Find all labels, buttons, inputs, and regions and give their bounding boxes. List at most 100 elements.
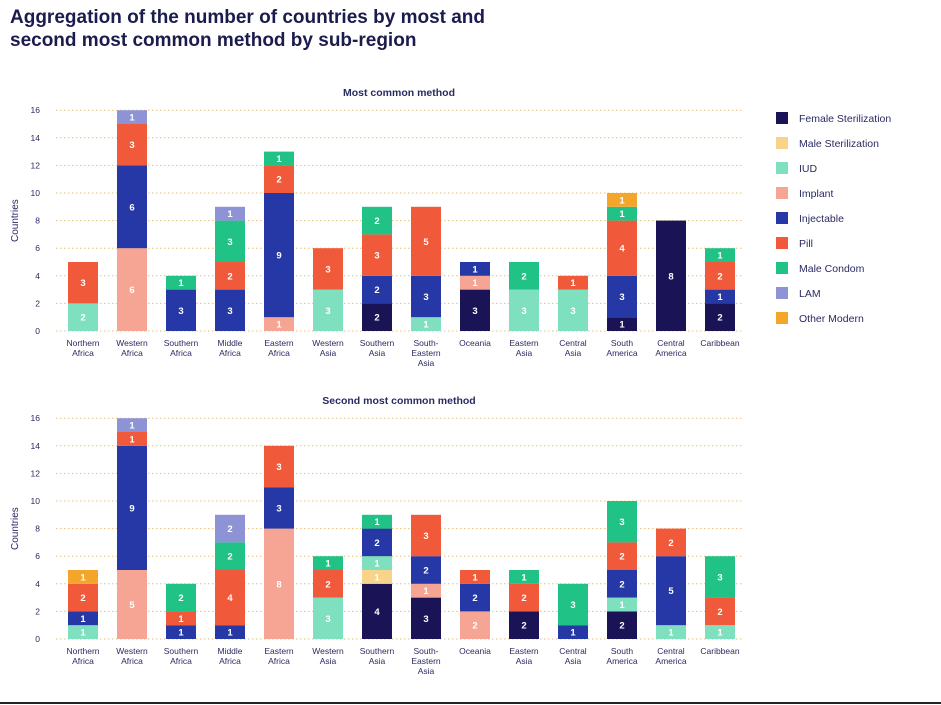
y-tick-label: 8 <box>35 216 40 226</box>
bar-segment <box>117 445 147 570</box>
bar-segment <box>558 289 588 331</box>
category-label: Western Asia <box>312 646 344 666</box>
bar-segment <box>411 597 441 639</box>
data-label: 1 <box>80 628 86 639</box>
bar-segment <box>411 317 441 331</box>
category-label: Oceania <box>459 646 491 656</box>
bar-segment <box>313 570 343 598</box>
bar-segment <box>264 151 294 166</box>
data-label: 1 <box>227 628 233 639</box>
bar-segment <box>68 625 98 639</box>
category-label: South America <box>606 338 637 358</box>
y-tick-label: 6 <box>35 243 40 253</box>
category-label: Northern Africa <box>66 338 99 358</box>
data-label: 1 <box>619 209 625 220</box>
bar-segment <box>362 234 392 276</box>
category-label: Caribbean <box>700 338 739 348</box>
y-tick-label: 14 <box>31 441 41 451</box>
data-label: 1 <box>276 154 282 165</box>
data-label: 3 <box>374 251 379 262</box>
category-label: Eastern Africa <box>264 338 294 358</box>
bar-segment <box>656 625 686 639</box>
data-label: 3 <box>276 503 281 514</box>
bar-segment <box>362 570 392 584</box>
bar-segment <box>607 597 637 612</box>
data-label: 2 <box>472 621 477 632</box>
y-tick-label: 4 <box>35 271 40 281</box>
bar-segment <box>166 275 196 290</box>
bar-segment <box>509 262 539 290</box>
legend-label: Other Modern <box>799 313 864 325</box>
bar-segment <box>705 262 735 290</box>
bar-segment <box>264 487 294 529</box>
page-title-line2: second most common method by sub-region <box>10 30 417 51</box>
data-label: 3 <box>80 278 85 289</box>
bar-segment <box>117 165 147 249</box>
bar-segment <box>460 583 490 612</box>
y-tick-label: 10 <box>31 496 41 506</box>
category-label: South-Eastern Asia <box>411 646 441 676</box>
data-label: 5 <box>668 586 674 597</box>
data-label: 6 <box>129 285 134 296</box>
bar-segment <box>460 611 490 639</box>
data-label: 1 <box>668 628 674 639</box>
data-label: 2 <box>717 271 722 282</box>
data-label: 2 <box>227 552 232 563</box>
category-label: Central Asia <box>559 338 587 358</box>
bar-segment <box>656 528 686 557</box>
bar-segment <box>509 570 539 584</box>
data-label: 3 <box>570 600 575 611</box>
legend-swatch <box>776 312 788 324</box>
category-label: Eastern Africa <box>264 646 294 666</box>
data-label: 2 <box>374 538 379 549</box>
data-label: 2 <box>521 593 526 604</box>
legend-swatch <box>776 237 788 249</box>
data-label: 3 <box>129 140 134 151</box>
bar-segment <box>607 220 637 276</box>
data-label: 5 <box>129 600 135 611</box>
bar-segment <box>558 625 588 639</box>
data-label: 3 <box>325 614 330 625</box>
data-label: 2 <box>80 593 85 604</box>
legend-label: Male Sterilization <box>799 138 879 150</box>
legend-label: Female Sterilization <box>799 113 891 125</box>
data-label: 2 <box>374 216 379 227</box>
legend-label: IUD <box>799 163 818 175</box>
category-label: Western Africa <box>116 646 148 666</box>
data-label: 2 <box>717 607 722 618</box>
data-label: 3 <box>619 517 624 528</box>
bar-segment <box>117 432 147 446</box>
bar-segment <box>558 583 588 626</box>
chart-1: Most common methodCountries0246810121416… <box>10 87 742 368</box>
bar-segment <box>264 528 294 639</box>
bar-segment <box>313 289 343 331</box>
category-label: Northern Africa <box>66 646 99 666</box>
bar-segment <box>607 275 637 318</box>
bar-segment <box>607 317 637 331</box>
bar-segment <box>166 583 196 612</box>
data-label: 4 <box>227 593 233 604</box>
data-label: 2 <box>521 621 526 632</box>
legend-label: Implant <box>799 188 834 200</box>
category-label: South America <box>606 646 637 666</box>
y-tick-label: 0 <box>35 326 40 336</box>
legend-swatch <box>776 262 788 274</box>
bar-segment <box>705 303 735 331</box>
data-label: 2 <box>717 313 722 324</box>
legend-swatch <box>776 187 788 199</box>
bottom-rule <box>0 702 941 704</box>
bar-segment <box>68 611 98 626</box>
data-label: 1 <box>374 572 380 583</box>
data-label: 1 <box>80 572 86 583</box>
data-label: 2 <box>472 593 477 604</box>
data-label: 8 <box>276 579 281 590</box>
data-label: 1 <box>178 614 184 625</box>
legend-swatch <box>776 212 788 224</box>
data-label: 1 <box>276 320 282 331</box>
data-label: 3 <box>276 462 281 473</box>
bar-segment <box>607 193 637 207</box>
data-label: 3 <box>423 292 428 303</box>
data-label: 1 <box>374 517 380 528</box>
bar-segment <box>264 445 294 488</box>
bar-segment <box>460 289 490 331</box>
